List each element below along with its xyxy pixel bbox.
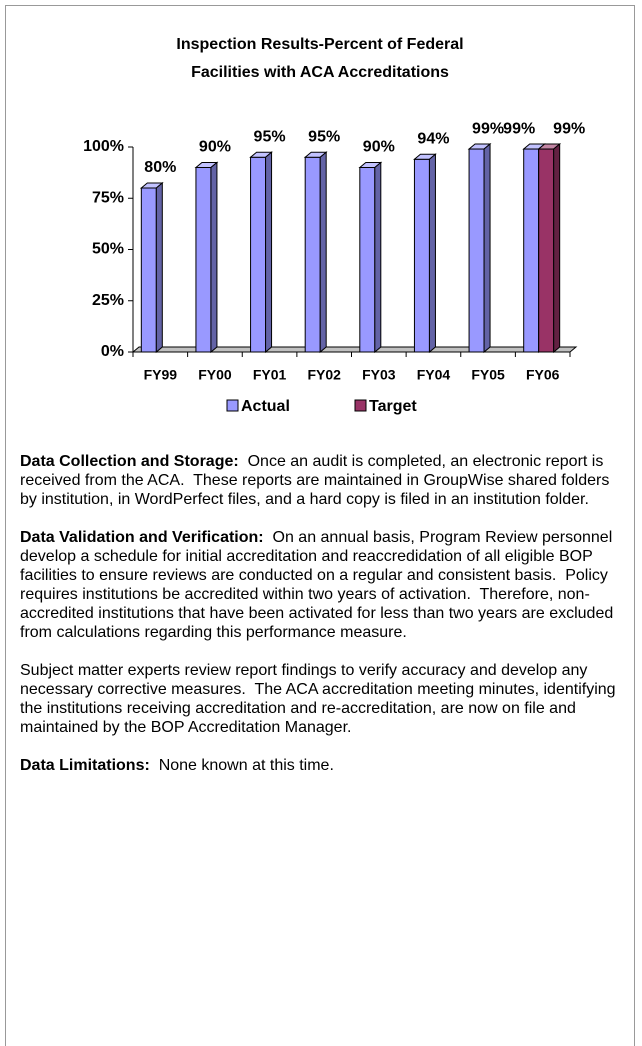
bar-front xyxy=(195,167,212,353)
paragraph-text: On an annual basis, Program Review perso… xyxy=(20,529,618,641)
chart-title: Facilities with ACA Accreditations xyxy=(191,64,449,81)
legend-swatch xyxy=(354,399,367,412)
x-tick-label: FY00 xyxy=(198,367,232,383)
paragraph-label: Data Collection and Storage: xyxy=(20,453,239,470)
bar-side xyxy=(553,142,561,354)
bar-side xyxy=(483,142,491,354)
y-tick-label: 75% xyxy=(92,189,124,206)
x-tick-label: FY99 xyxy=(144,367,178,383)
bar-front xyxy=(413,158,430,353)
x-tick-label: FY02 xyxy=(307,367,341,383)
bar-front xyxy=(359,167,376,353)
bar xyxy=(303,151,328,354)
bar-side xyxy=(210,161,218,354)
bar-side xyxy=(155,181,163,354)
x-tick-label: FY06 xyxy=(526,367,560,383)
chart-title: Inspection Results-Percent of Federal xyxy=(176,36,463,53)
bar xyxy=(194,161,219,354)
bar-side xyxy=(374,161,382,354)
data-label: 90% xyxy=(363,139,395,156)
bar-front xyxy=(140,187,157,353)
x-tick-label: FY05 xyxy=(471,367,505,383)
y-tick-label: 25% xyxy=(92,292,124,309)
paragraph: Data Validation and Verification: On an … xyxy=(20,528,626,642)
data-label: 90% xyxy=(199,139,231,156)
y-tick-label: 100% xyxy=(83,138,124,155)
x-tick-label: FY01 xyxy=(253,367,287,383)
bar xyxy=(358,161,383,354)
bar xyxy=(139,181,164,354)
bar xyxy=(413,153,437,354)
data-label: 95% xyxy=(254,128,286,145)
x-tick-label: FY03 xyxy=(362,367,396,383)
legend-swatch xyxy=(226,399,239,412)
legend-label: Target xyxy=(369,398,417,415)
frame xyxy=(5,5,635,1046)
chart: Inspection Results-Percent of Federal Fac… xyxy=(83,36,585,415)
y-tick-label: 0% xyxy=(101,343,124,360)
paragraph-label: Data Limitations: xyxy=(20,757,150,774)
paragraph: Data Collection and Storage: Once an aud… xyxy=(20,452,626,509)
legend-label: Actual xyxy=(241,398,290,415)
bar-front xyxy=(468,148,485,353)
paragraph-text: None known at this time. xyxy=(149,757,334,774)
paragraph-text: Once an audit is completed, an electroni… xyxy=(20,453,614,508)
bar-front xyxy=(304,156,321,353)
bar-side xyxy=(428,153,436,354)
bar-side xyxy=(265,151,273,354)
bar xyxy=(467,142,492,354)
bar-front xyxy=(523,148,540,353)
paragraph: Data Limitations: None known at this tim… xyxy=(20,756,626,775)
data-label: 95% xyxy=(308,128,340,145)
data-label: 99% xyxy=(503,120,535,137)
y-tick-label: 50% xyxy=(92,241,124,258)
x-tick-label: FY04 xyxy=(417,367,451,383)
paragraph-text: Subject matter experts review report fin… xyxy=(20,662,620,736)
paragraph: Subject matter experts review report fin… xyxy=(20,661,626,737)
data-label: 99% xyxy=(472,120,504,137)
bar-front xyxy=(250,156,267,353)
bar xyxy=(537,142,562,354)
data-label: 99% xyxy=(553,120,585,137)
document: Data Collection and Storage: Once an aud… xyxy=(20,452,626,794)
paragraph-label: Data Validation and Verification: xyxy=(20,529,264,546)
data-label: 80% xyxy=(144,159,176,176)
bar xyxy=(249,151,273,354)
data-label: 94% xyxy=(417,131,449,148)
bar-side xyxy=(319,151,327,354)
bar-front xyxy=(538,148,555,353)
